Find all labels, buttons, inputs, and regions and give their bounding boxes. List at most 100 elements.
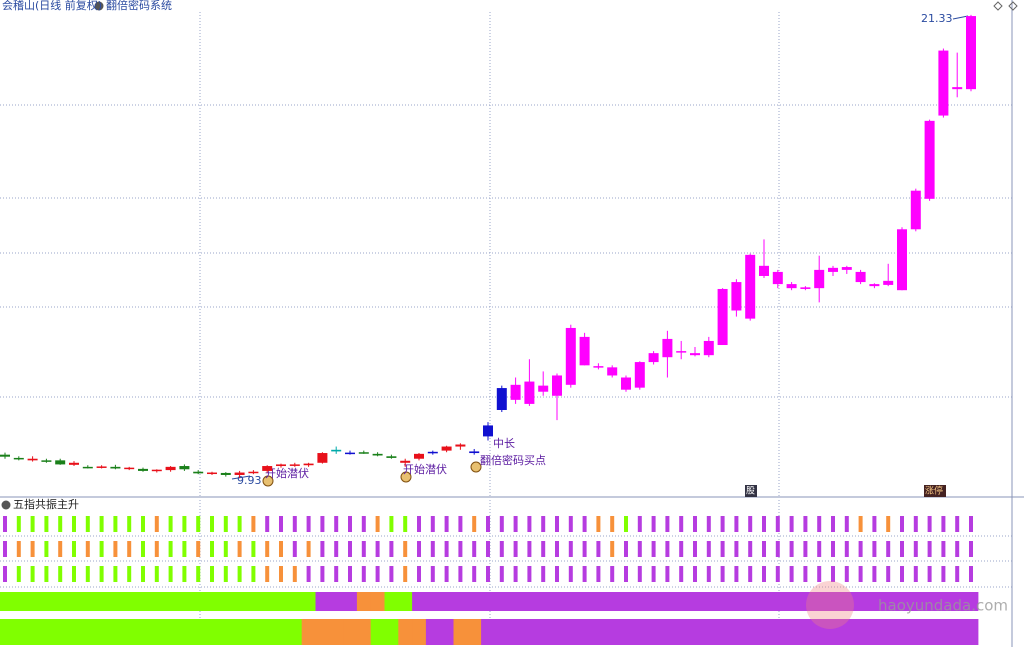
signal-bar <box>913 566 918 582</box>
signal-bar <box>872 566 877 582</box>
signal-bar <box>486 516 490 532</box>
signal-band <box>53 619 68 645</box>
candle-body <box>386 456 397 458</box>
signal-band <box>536 619 551 645</box>
signal-band <box>853 619 868 645</box>
candle-body <box>55 460 66 465</box>
signal-bar <box>941 541 946 557</box>
signal-band <box>11 619 27 645</box>
signal-band <box>798 619 813 645</box>
signal-bar <box>872 541 877 557</box>
signal-bar <box>127 541 132 557</box>
signal-bar <box>637 516 642 532</box>
signal-band <box>136 619 151 645</box>
marker <box>470 461 482 473</box>
signal-band <box>191 592 206 611</box>
signal-bar <box>348 566 352 582</box>
signal-bar <box>320 541 325 557</box>
signal-band <box>908 592 924 611</box>
signal-bar <box>789 541 794 557</box>
signal-bar <box>969 566 973 582</box>
signal-bar <box>141 566 145 582</box>
signal-bar <box>803 516 808 532</box>
candle-body <box>662 338 673 358</box>
signal-bar <box>251 541 256 557</box>
signal-band <box>370 592 385 611</box>
signal-bar <box>734 541 739 557</box>
candle-body <box>510 384 521 400</box>
signal-band <box>218 619 234 645</box>
signal-bar <box>458 516 463 532</box>
signal-band <box>839 619 855 645</box>
signal-band <box>922 619 937 645</box>
signal-bar <box>775 541 780 557</box>
signal-bar <box>375 516 380 532</box>
signal-bar <box>637 566 642 582</box>
signal-bar <box>279 516 283 532</box>
chart-title: 会稽山(日线 前复权) <box>2 0 102 12</box>
candle-body <box>538 385 549 392</box>
signal-band <box>522 592 537 611</box>
annotation: 中长 <box>493 437 515 450</box>
annotation: 开始潜伏 <box>265 466 309 480</box>
window-icons[interactable] <box>993 1 1018 11</box>
signal-band <box>605 592 620 611</box>
candle-body <box>841 267 852 270</box>
candle-body <box>717 288 728 346</box>
signal-band <box>950 619 965 645</box>
signal-band <box>494 619 510 645</box>
signal-bar <box>265 541 270 557</box>
candle-body <box>469 451 480 454</box>
signal-bar <box>913 516 918 532</box>
signal-band <box>812 619 827 645</box>
candle-body <box>455 444 466 447</box>
signal-band <box>246 592 261 611</box>
candle-body <box>483 425 493 437</box>
signal-band <box>287 592 303 611</box>
signal-bar <box>58 516 63 532</box>
signal-bar <box>334 516 339 532</box>
signal-band <box>688 592 703 611</box>
signal-band <box>0 619 13 645</box>
signal-bar <box>527 566 532 582</box>
candle-body <box>220 472 231 475</box>
signal-bar <box>706 516 711 532</box>
signal-bar <box>417 541 421 557</box>
signal-bar <box>900 516 904 532</box>
signal-bar <box>44 516 49 532</box>
candle-body <box>855 271 866 283</box>
signal-bar <box>582 566 587 582</box>
candle-body <box>193 471 204 474</box>
watermark: haoyundada.com <box>878 597 1008 615</box>
signal-band <box>591 619 606 645</box>
signal-bar <box>927 516 932 532</box>
signal-bar <box>223 541 228 557</box>
signal-bar <box>858 516 863 532</box>
signal-bar <box>85 541 90 557</box>
signal-band <box>867 619 882 645</box>
signal-bar <box>3 516 7 532</box>
candle-body <box>910 190 921 230</box>
signal-bar <box>306 566 311 582</box>
signal-band <box>108 619 123 645</box>
candle-body <box>938 50 949 116</box>
signal-bar <box>624 516 628 532</box>
candle-body <box>703 340 714 356</box>
candle-body <box>303 463 314 466</box>
signal-band <box>770 592 786 611</box>
signal-band <box>577 619 592 645</box>
signal-bar <box>403 541 408 557</box>
signal-band <box>895 592 910 611</box>
signal-band <box>826 592 841 611</box>
candle-body <box>883 280 894 285</box>
signal-band <box>149 592 165 611</box>
indicator-name: 翻倍密码系统 <box>106 0 172 12</box>
signal-bar <box>292 541 297 557</box>
candle-body <box>634 362 645 388</box>
signal-bar <box>16 566 21 582</box>
signal-bar <box>113 541 118 557</box>
candle-body <box>772 271 783 285</box>
signal-band <box>25 619 40 645</box>
signal-band <box>315 619 330 645</box>
candle-body <box>124 467 135 470</box>
